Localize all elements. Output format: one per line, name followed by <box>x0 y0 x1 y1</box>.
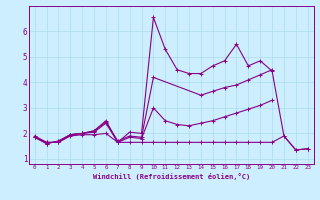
X-axis label: Windchill (Refroidissement éolien,°C): Windchill (Refroidissement éolien,°C) <box>92 173 250 180</box>
